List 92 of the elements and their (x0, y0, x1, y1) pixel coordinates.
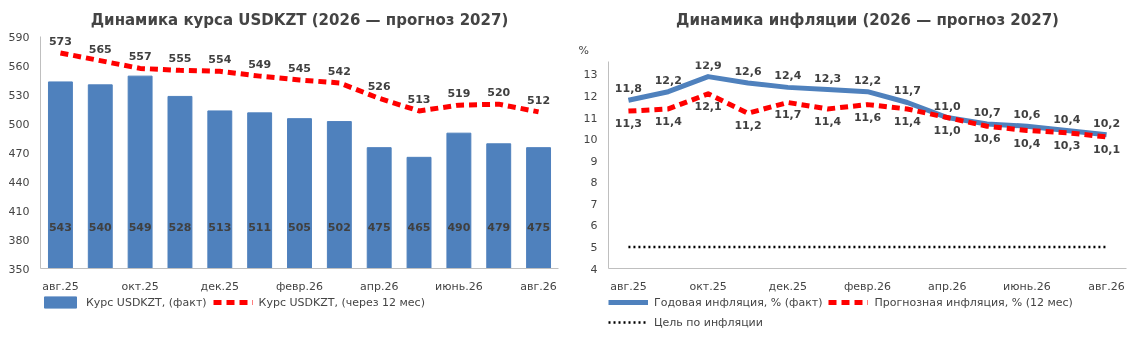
data-label: 12,6 (734, 65, 762, 79)
y-tick-label: 6 (590, 219, 598, 233)
data-label: 554 (208, 53, 232, 67)
data-label: 11,0 (933, 99, 962, 113)
data-label: 565 (88, 42, 112, 56)
x-tick-label: дек.25 (768, 279, 808, 293)
data-label: 490 (447, 220, 471, 234)
data-label: 549 (248, 58, 272, 72)
data-label: 502 (327, 220, 351, 234)
data-label: 11,0 (933, 123, 962, 137)
data-label: 528 (168, 220, 192, 234)
y-tick-label: 11 (583, 111, 598, 125)
y-axis-title: % (578, 43, 589, 57)
data-label: 12,4 (774, 69, 802, 83)
data-label: 513 (208, 220, 232, 234)
data-label: 505 (288, 220, 311, 234)
y-tick-label: 440 (8, 175, 30, 189)
data-label: 511 (248, 220, 272, 234)
y-tick-label: 560 (8, 59, 30, 73)
data-label: 475 (527, 220, 551, 234)
data-label: 549 (128, 220, 152, 234)
data-label: 10,3 (1053, 138, 1081, 152)
x-tick-label: февр.26 (843, 279, 892, 293)
x-tick-label: авг.25 (610, 279, 647, 293)
data-label: 526 (367, 80, 392, 94)
data-label: 557 (128, 50, 152, 64)
data-label: 10,4 (1013, 136, 1041, 150)
y-tick-label: 410 (8, 204, 30, 218)
data-label: 12,2 (853, 73, 882, 87)
y-tick-label: 4 (590, 262, 598, 276)
y-tick-label: 8 (590, 176, 598, 190)
y-tick-label: 470 (8, 146, 30, 160)
y-tick-label: 13 (583, 68, 598, 82)
y-tick-label: 350 (8, 262, 30, 276)
data-label: 11,4 (893, 114, 922, 128)
x-tick-label: апр.26 (927, 279, 967, 293)
data-label: 540 (88, 220, 113, 234)
data-label: 10,4 (1053, 112, 1081, 126)
data-label: 513 (407, 92, 431, 106)
data-label: 10,1 (1093, 142, 1121, 156)
data-label: 11,6 (853, 110, 882, 124)
legend-label: Прогнозная инфляция, % (12 мес) (874, 295, 1073, 309)
data-label: 512 (527, 93, 551, 107)
data-label: 10,2 (1093, 116, 1121, 130)
data-label: 12,3 (814, 71, 842, 85)
data-label: 11,2 (734, 119, 762, 133)
data-label: 11,7 (774, 108, 802, 122)
data-label: 519 (447, 87, 471, 101)
data-label: 11,7 (893, 84, 921, 98)
data-label: 573 (48, 34, 72, 48)
x-tick-label: окт.25 (689, 279, 727, 293)
data-label: 542 (327, 64, 351, 78)
data-label: 10,7 (973, 106, 1001, 120)
y-tick-label: 7 (590, 197, 598, 211)
x-tick-label: авг.25 (42, 279, 79, 293)
chart-title: Динамика курса USDKZT (2026 — прогноз 2027) (90, 10, 509, 29)
data-label: 12,1 (694, 99, 722, 113)
data-label: 11,4 (654, 114, 683, 128)
data-label: 520 (487, 86, 511, 100)
x-tick-label: окт.25 (121, 279, 159, 293)
x-tick-label: авг.26 (1088, 279, 1125, 293)
x-tick-label: дек.25 (200, 279, 240, 293)
data-label: 479 (487, 220, 511, 234)
data-label: 12,2 (654, 73, 682, 87)
legend-label: Годовая инфляция, % (факт) (654, 295, 823, 309)
chart-title: Динамика инфляции (2026 — прогноз 2027) (676, 10, 1059, 29)
y-tick-label: 10 (583, 133, 598, 147)
data-label: 465 (407, 220, 431, 234)
data-label: 10,6 (973, 132, 1001, 146)
legend-label: Курс USDKZT, (факт) (86, 295, 207, 309)
data-label: 11,3 (614, 117, 642, 131)
data-label: 10,6 (1013, 108, 1041, 122)
data-label: 543 (48, 220, 72, 234)
y-tick-label: 9 (590, 154, 598, 168)
x-tick-label: июнь.26 (435, 279, 483, 293)
x-tick-label: февр.26 (275, 279, 324, 293)
y-tick-label: 530 (8, 88, 30, 102)
data-label: 11,4 (814, 114, 842, 128)
data-label: 555 (168, 52, 192, 66)
data-label: 11,8 (614, 82, 642, 96)
x-tick-label: июнь.26 (1003, 279, 1051, 293)
data-label: 475 (367, 220, 391, 234)
y-tick-label: 500 (8, 117, 30, 131)
x-tick-label: авг.26 (520, 279, 557, 293)
x-tick-label: апр.26 (359, 279, 399, 293)
y-tick-label: 590 (8, 30, 30, 44)
legend-label: Цель по инфляции (654, 315, 763, 329)
legend-label: Курс USDKZT, (через 12 мес) (258, 295, 425, 309)
y-tick-label: 5 (590, 240, 598, 254)
data-label: 545 (288, 62, 311, 75)
y-tick-label: 380 (8, 233, 30, 247)
y-tick-label: 12 (583, 90, 598, 103)
